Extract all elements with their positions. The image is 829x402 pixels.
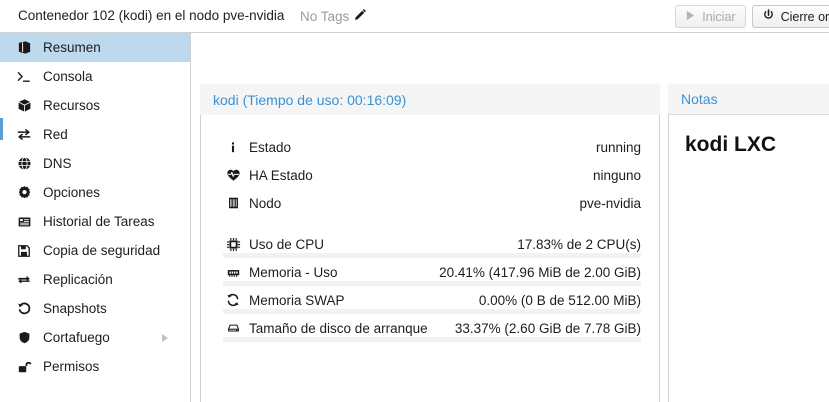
gauge-row-value: 0.00% (0 B de 512.00 MiB) (478, 292, 641, 308)
server-icon (223, 196, 243, 210)
sidebar-item-red[interactable]: Red (0, 120, 190, 149)
status-row-value: ninguno (592, 167, 641, 183)
status-row-label: Estado (249, 139, 292, 155)
swap-icon (223, 293, 243, 307)
power-icon (762, 8, 775, 25)
sidebar-item-historial-de-tareas[interactable]: Historial de Tareas (0, 207, 190, 236)
sidebar-item-snapshots[interactable]: Snapshots (0, 294, 190, 323)
memory-progress-track (223, 281, 641, 286)
sidebar-item-label: DNS (43, 156, 72, 171)
gauge-row-swap: Memoria SWAP 0.00% (0 B de 512.00 MiB) (201, 286, 659, 314)
tags-label: No Tags (300, 8, 350, 24)
swap-progress-track (223, 309, 641, 314)
status-row-value: running (595, 139, 641, 155)
sidebar-item-label: Cortafuego (43, 330, 110, 345)
sidebar-item-label: Historial de Tareas (43, 214, 155, 229)
notes-panel: Notas kodi LXC (668, 84, 829, 402)
status-row-label: HA Estado (249, 167, 313, 183)
sidebar-item-label: Resumen (43, 40, 101, 55)
book-icon (14, 40, 34, 55)
sidebar-item-copia-de-seguridad[interactable]: Copia de seguridad (0, 236, 190, 265)
play-icon (685, 10, 696, 24)
replication-icon (14, 273, 34, 287)
sidebar-item-permisos[interactable]: Permisos (0, 352, 190, 381)
info-icon (223, 141, 243, 154)
sidebar-item-cortafuego[interactable]: Cortafuego (0, 323, 190, 352)
globe-icon (14, 156, 34, 171)
sidebar-item-label: Red (43, 127, 68, 142)
memory-icon (223, 266, 243, 279)
sidebar-edge-accent (0, 118, 3, 140)
cpu-progress-track (223, 253, 641, 258)
terminal-icon (14, 69, 34, 84)
gauge-row-label: Uso de CPU (249, 236, 325, 252)
notes-panel-title: Notas (681, 91, 718, 107)
cpu-icon (223, 237, 243, 252)
status-row-value: pve-nvidia (579, 195, 641, 211)
sidebar-item-consola[interactable]: Consola (0, 62, 190, 91)
row-spacer (201, 217, 659, 230)
gauge-row-disco: Tamaño de disco de arranque 33.37% (2.60… (201, 314, 659, 342)
gauge-row-label: Memoria SWAP (249, 292, 345, 308)
gauge-row-label: Memoria - Uso (249, 264, 338, 280)
status-panel-header: kodi (Tiempo de uso: 00:16:09) (200, 84, 660, 115)
status-row-label: Nodo (249, 195, 282, 211)
shield-icon (14, 330, 34, 345)
sidebar-nav: Resumen Consola Recursos Red (0, 33, 191, 402)
notes-content: kodi LXC (685, 133, 777, 156)
gauge-row-memoria: Memoria - Uso 20.41% (417.96 MiB de 2.00… (201, 258, 659, 286)
notes-panel-body[interactable]: kodi LXC (668, 115, 829, 402)
disk-progress-track (223, 337, 641, 342)
gauge-row-cpu: Uso de CPU 17.83% de 2 CPU(s) (201, 230, 659, 258)
shutdown-button[interactable]: Cierre ordena (751, 5, 829, 28)
status-panel: kodi (Tiempo de uso: 00:16:09) Estado ru… (200, 84, 660, 402)
sidebar-item-label: Snapshots (43, 301, 107, 316)
list-icon (14, 215, 34, 229)
status-panel-title: kodi (Tiempo de uso: 00:16:09) (213, 91, 407, 108)
notes-panel-header: Notas (668, 84, 829, 115)
breadcrumb: Contenedor 102 (kodi) en el nodo pve-nvi… (18, 8, 285, 23)
sidebar-item-resumen[interactable]: Resumen (0, 33, 190, 62)
gauge-row-value: 33.37% (2.60 GiB de 7.78 GiB) (454, 320, 641, 336)
sidebar-item-opciones[interactable]: Opciones (0, 178, 190, 207)
heartbeat-icon (223, 168, 243, 182)
gear-icon (14, 185, 34, 200)
status-row-estado: Estado running (201, 133, 659, 161)
chevron-right-icon (162, 333, 168, 342)
sidebar-item-recursos[interactable]: Recursos (0, 91, 190, 120)
top-header-bar: Contenedor 102 (kodi) en el nodo pve-nvi… (0, 0, 829, 33)
sidebar-item-label: Copia de seguridad (43, 243, 161, 258)
status-panel-body: Estado running HA Estado ninguno (200, 115, 660, 402)
header-action-buttons: Iniciar Cierre ordena (675, 5, 829, 28)
sidebar-item-replicacion[interactable]: Replicación (0, 265, 190, 294)
gauge-row-value: 20.41% (417.96 MiB de 2.00 GiB) (439, 264, 641, 280)
start-button-label: Iniciar (702, 9, 736, 24)
gauge-row-label: Tamaño de disco de arranque (249, 320, 428, 336)
floppy-icon (14, 244, 34, 258)
main-content: kodi (Tiempo de uso: 00:16:09) Estado ru… (192, 33, 829, 402)
tags-area[interactable]: No Tags (300, 8, 367, 24)
status-row-nodo: Nodo pve-nvidia (201, 189, 659, 217)
sidebar-item-label: Permisos (43, 359, 100, 374)
pencil-icon[interactable] (354, 8, 367, 24)
sidebar-item-label: Consola (43, 69, 93, 84)
unlock-icon (14, 360, 34, 374)
gauge-row-value: 17.83% de 2 CPU(s) (517, 236, 641, 252)
shutdown-button-label: Cierre ordena (780, 9, 829, 24)
sidebar-item-dns[interactable]: DNS (0, 149, 190, 178)
status-row-ha-estado: HA Estado ninguno (201, 161, 659, 189)
history-icon (14, 301, 34, 316)
start-button[interactable]: Iniciar (675, 5, 746, 28)
sidebar-item-label: Opciones (43, 185, 101, 200)
sidebar-item-label: Recursos (43, 98, 101, 113)
cube-icon (14, 98, 34, 113)
sidebar-item-label: Replicación (43, 272, 113, 287)
harddisk-icon (223, 322, 243, 334)
network-arrows-icon (14, 127, 34, 142)
